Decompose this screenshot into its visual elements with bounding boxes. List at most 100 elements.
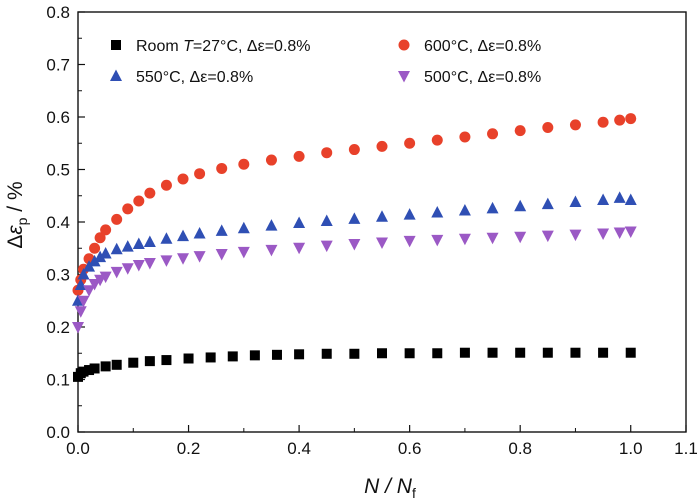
data-point bbox=[161, 355, 172, 366]
legend-label: 550°C, Δε=0.8% bbox=[136, 69, 253, 86]
data-point bbox=[541, 197, 554, 210]
data-point bbox=[614, 114, 626, 126]
y-tick-label: 0.3 bbox=[46, 266, 70, 285]
data-point bbox=[99, 271, 112, 284]
y-axis-title: Δεp / % bbox=[4, 181, 30, 248]
data-point bbox=[376, 210, 388, 222]
data-point bbox=[598, 347, 609, 358]
series-1 bbox=[72, 113, 637, 296]
data-point bbox=[77, 295, 90, 308]
data-point bbox=[569, 195, 582, 208]
data-point bbox=[403, 208, 416, 220]
data-series bbox=[72, 113, 637, 382]
data-point bbox=[144, 187, 156, 199]
data-point bbox=[193, 251, 206, 263]
data-point bbox=[376, 237, 388, 249]
data-point bbox=[88, 254, 101, 267]
data-point bbox=[431, 234, 444, 247]
data-point bbox=[132, 237, 145, 250]
data-point bbox=[160, 232, 173, 244]
data-point bbox=[94, 250, 107, 263]
y-tick-label: 0.5 bbox=[46, 161, 70, 180]
data-point bbox=[514, 199, 527, 212]
y-axis: 0.0 0.1 0.2 0.3 0.4 0.5 0.6 0.7 0.8 bbox=[46, 3, 85, 442]
legend-marker bbox=[110, 69, 122, 81]
data-point bbox=[144, 356, 155, 367]
data-point bbox=[177, 173, 189, 185]
data-point bbox=[100, 361, 111, 372]
data-point bbox=[100, 224, 112, 236]
data-point bbox=[94, 232, 106, 244]
data-point bbox=[514, 231, 527, 244]
data-point bbox=[431, 206, 444, 218]
data-point bbox=[404, 137, 416, 149]
x-axis: 0.0 0.2 0.4 0.6 0.8 1.0 1.1 bbox=[66, 425, 698, 458]
data-point bbox=[143, 235, 156, 247]
data-point bbox=[348, 144, 360, 156]
data-point bbox=[110, 242, 123, 255]
data-point bbox=[487, 347, 498, 358]
data-point bbox=[570, 347, 581, 358]
y-tick-label: 0.8 bbox=[46, 3, 70, 22]
data-point bbox=[293, 150, 305, 162]
data-point bbox=[321, 348, 332, 359]
data-point bbox=[194, 168, 206, 180]
data-point bbox=[348, 212, 361, 224]
data-point bbox=[128, 357, 139, 368]
data-point bbox=[111, 359, 122, 370]
data-point bbox=[183, 353, 194, 364]
data-point bbox=[569, 229, 582, 242]
y-tick-label: 0.2 bbox=[46, 318, 70, 337]
data-point bbox=[624, 193, 637, 205]
data-point bbox=[597, 116, 609, 128]
data-point bbox=[177, 229, 190, 242]
data-point bbox=[78, 366, 89, 377]
x-tick-label: 0.0 bbox=[66, 439, 90, 458]
y-tick-label: 0.0 bbox=[46, 423, 70, 442]
data-point bbox=[624, 226, 637, 238]
legend-label: 600°C, Δε=0.8% bbox=[424, 38, 541, 55]
data-point bbox=[403, 235, 416, 248]
data-point bbox=[160, 255, 173, 267]
x-tick-label: 1.1 bbox=[674, 439, 698, 458]
data-point bbox=[569, 119, 581, 131]
data-point bbox=[215, 224, 228, 236]
data-point bbox=[320, 214, 333, 226]
data-point bbox=[486, 201, 499, 214]
data-point bbox=[320, 240, 333, 253]
data-point bbox=[205, 352, 216, 363]
data-point bbox=[486, 232, 499, 245]
data-point bbox=[377, 348, 387, 359]
data-point bbox=[84, 365, 95, 376]
y-tick-label: 0.6 bbox=[46, 108, 70, 127]
data-point bbox=[487, 128, 499, 140]
data-point bbox=[458, 203, 471, 216]
data-point bbox=[271, 349, 282, 360]
legend: Room T=27°C, Δε=0.8% 600°C, Δε=0.8% 550°C,… bbox=[110, 38, 541, 86]
data-point bbox=[597, 193, 610, 205]
data-point bbox=[293, 242, 306, 255]
data-point bbox=[111, 213, 123, 225]
data-point bbox=[99, 247, 112, 259]
data-point bbox=[72, 322, 84, 334]
data-point bbox=[77, 268, 90, 280]
data-point bbox=[110, 266, 123, 279]
data-point bbox=[265, 244, 278, 257]
data-point bbox=[177, 253, 190, 265]
data-point bbox=[72, 294, 84, 306]
data-point bbox=[215, 249, 228, 261]
data-point bbox=[265, 219, 278, 231]
data-point bbox=[348, 239, 361, 251]
data-point bbox=[193, 227, 206, 239]
data-point bbox=[613, 191, 626, 203]
data-point bbox=[458, 233, 471, 246]
legend-marker bbox=[398, 39, 410, 51]
data-point bbox=[132, 260, 145, 272]
x-tick-label: 0.8 bbox=[508, 439, 532, 458]
data-point bbox=[121, 263, 134, 275]
x-tick-label: 1.0 bbox=[619, 439, 643, 458]
data-point bbox=[83, 285, 96, 297]
data-point bbox=[376, 140, 388, 152]
data-point bbox=[542, 347, 553, 358]
